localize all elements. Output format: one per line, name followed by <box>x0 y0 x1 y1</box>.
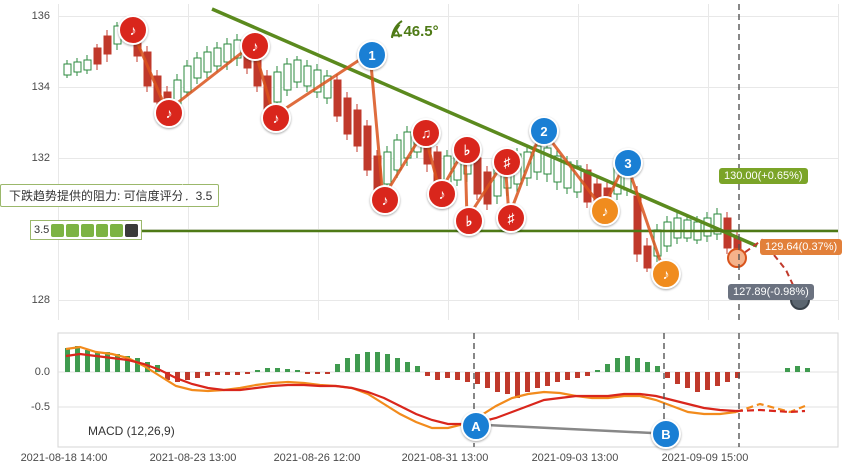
copy-icon[interactable] <box>95 223 109 237</box>
angle-label: ∡46.5° <box>390 23 439 40</box>
vgridline-1 <box>58 4 59 320</box>
eye-icon[interactable] <box>51 223 65 237</box>
macd-title: MACD (12,26,9) <box>88 424 175 438</box>
lock-icon[interactable] <box>80 223 94 237</box>
xtick-2: 2021-08-23 13:00 <box>149 452 237 464</box>
wave-marker-3-blue[interactable]: 3 <box>613 148 643 178</box>
vgridline-6 <box>708 4 709 320</box>
wave-marker-1-blue[interactable]: 1 <box>357 40 387 70</box>
trash-icon[interactable] <box>110 223 124 237</box>
macd-dif-line <box>65 345 737 430</box>
wave-marker-3[interactable]: ♪ <box>240 31 270 61</box>
macd-marker-b[interactable]: B <box>651 419 681 449</box>
wave-marker-9[interactable]: ♭ <box>454 206 484 236</box>
price-label-upper: 130.00(+0.65%) <box>719 168 808 184</box>
macd-dea-projection <box>735 408 806 414</box>
ytick-128: 128 <box>31 294 50 306</box>
ytick-134: 134 <box>31 81 50 93</box>
macd-dea-line <box>65 352 737 426</box>
xtick-1: 2021-08-18 14:00 <box>20 452 108 464</box>
macd-panel-bg <box>57 332 839 448</box>
macd-marker-a[interactable]: A <box>461 411 491 441</box>
xtick-4: 2021-08-31 13:00 <box>401 452 489 464</box>
support-score-label: 3.5 <box>34 224 50 236</box>
projection-point-1 <box>727 248 747 268</box>
support-toolbar[interactable]: 3.5 <box>30 220 142 240</box>
downtrend-line <box>211 7 758 248</box>
vgridline-2 <box>188 4 189 320</box>
resistance-tag[interactable]: 下跌趋势提供的阻力: 可信度评分：3.5 <box>0 184 220 207</box>
wave-path <box>129 27 666 273</box>
wave-marker-2[interactable]: ♪ <box>154 98 184 128</box>
vgridline-5 <box>578 4 579 320</box>
more-icon[interactable] <box>125 223 138 237</box>
resistance-tag-arrow <box>182 184 191 204</box>
wave-marker-2-blue[interactable]: 2 <box>529 116 559 146</box>
angle-arc <box>391 20 403 39</box>
vgridline-3 <box>318 4 319 320</box>
candlestick-series <box>63 18 742 272</box>
xtick-6: 2021-09-09 15:00 <box>661 452 749 464</box>
macd-dif-projection <box>735 402 806 414</box>
wave-marker-6[interactable]: ♫ <box>411 118 441 148</box>
wave-marker-4[interactable]: ♪ <box>261 103 291 133</box>
wave-marker-12[interactable]: ♪ <box>590 196 620 226</box>
price-label-lower: 127.89(-0.98%) <box>728 284 814 300</box>
settings-icon[interactable] <box>66 223 79 237</box>
wave-marker-5[interactable]: ♪ <box>370 185 400 215</box>
wave-marker-1[interactable]: ♪ <box>118 15 148 45</box>
vgridline-7 <box>838 4 839 320</box>
wave-marker-8[interactable]: ♭ <box>452 135 482 165</box>
xtick-5: 2021-09-03 13:00 <box>531 452 619 464</box>
wave-marker-10[interactable]: ♯ <box>492 147 522 177</box>
wave-marker-13[interactable]: ♪ <box>651 259 681 289</box>
wave-marker-11[interactable]: ♯ <box>496 203 526 233</box>
wave-marker-7[interactable]: ♪ <box>427 179 457 209</box>
macd-divergence-line <box>486 423 653 435</box>
ytick-132: 132 <box>31 152 50 164</box>
price-label-mid: 129.64(0.37%) <box>760 239 843 255</box>
macd-ytick-0: 0.0 <box>34 366 50 378</box>
ytick-136: 136 <box>31 10 50 22</box>
xtick-3: 2021-08-26 12:00 <box>273 452 361 464</box>
macd-ytick-neg05: -0.5 <box>31 401 50 413</box>
